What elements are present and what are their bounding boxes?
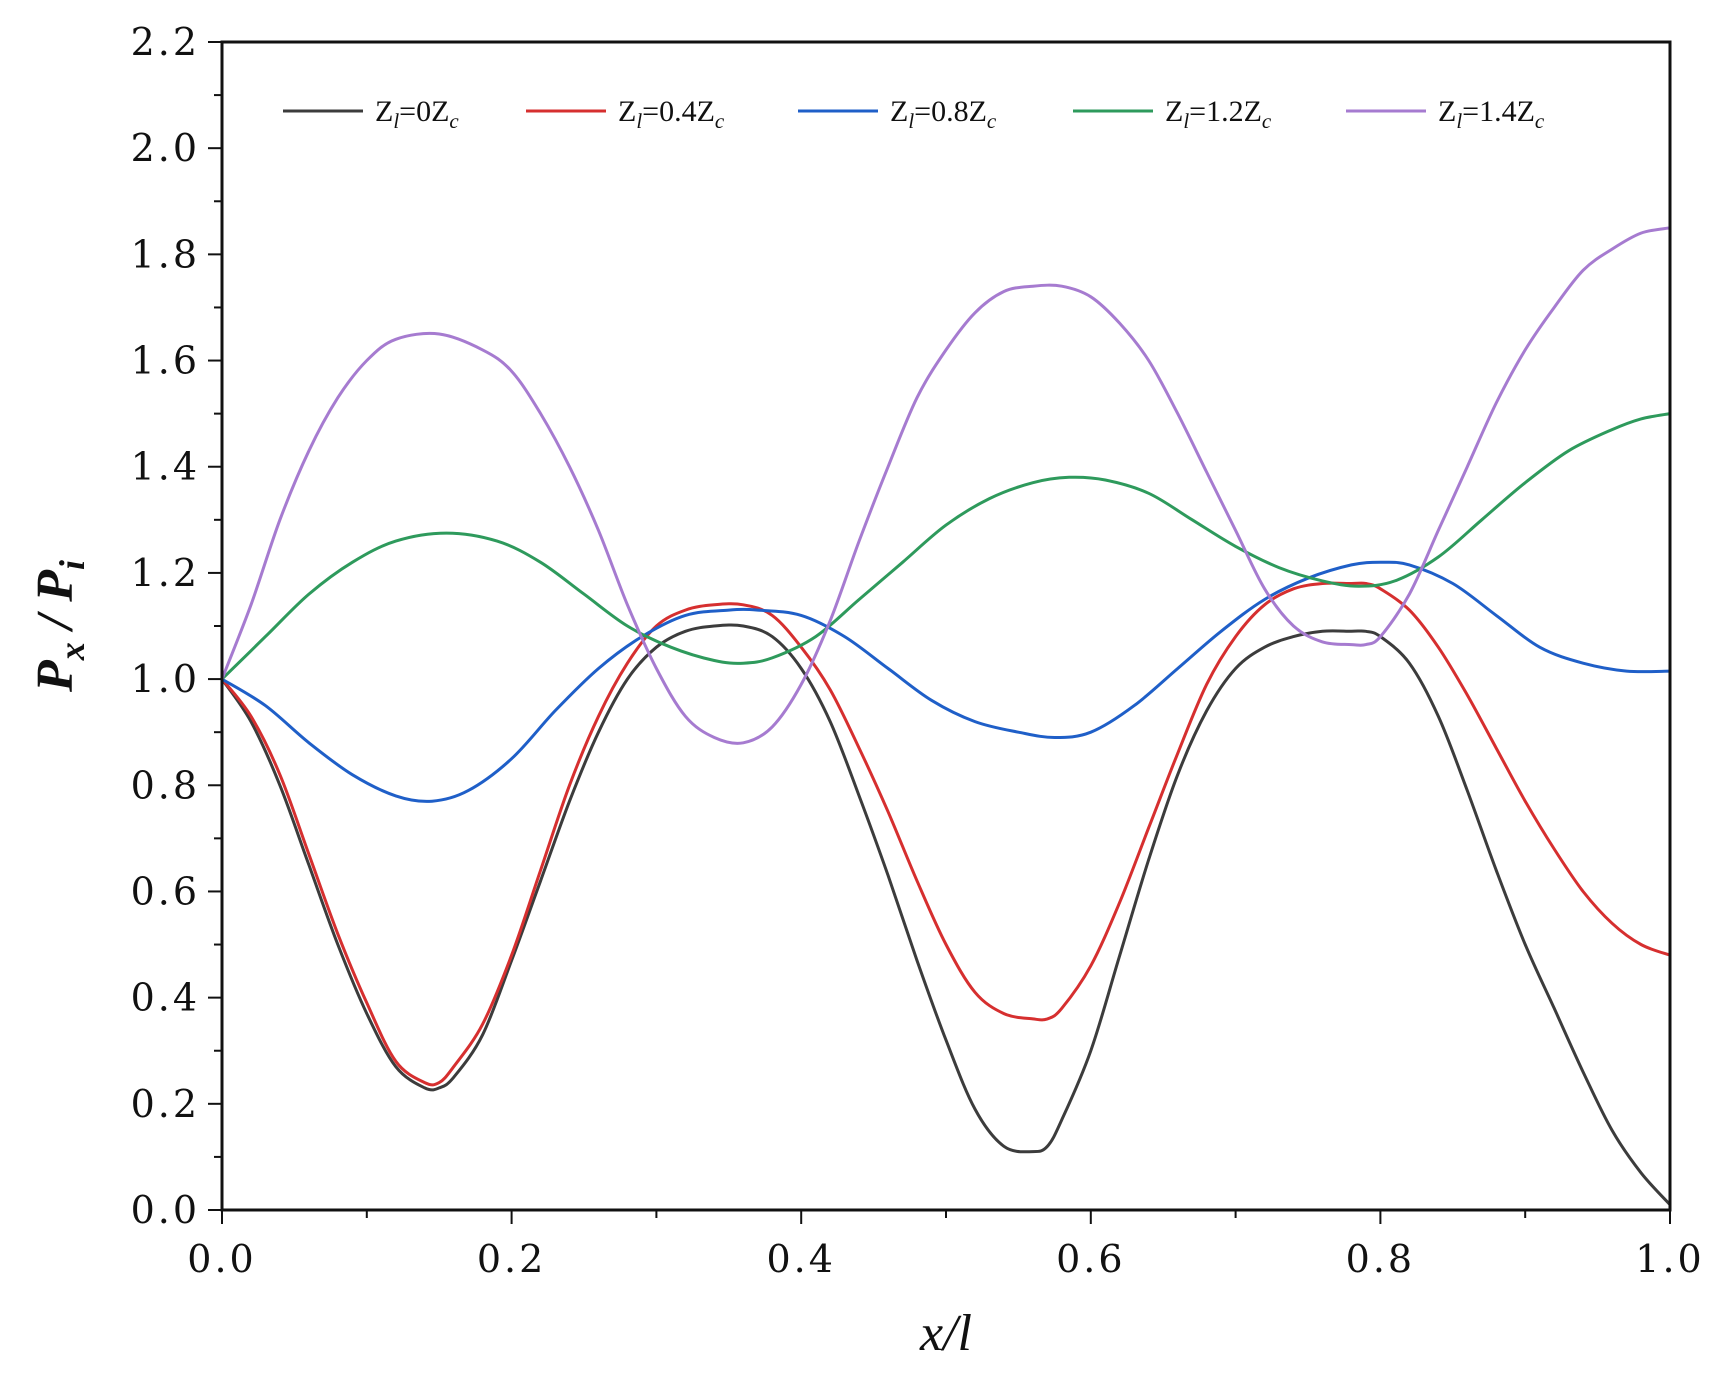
x-tick-label: 0.4 xyxy=(766,1237,835,1281)
y-axis-title-sep: / xyxy=(27,602,84,642)
legend: Zl=0Zc Zl=0.4Zc Zl=0.8Zc Zl=1.2Zc Zl=1.4Zc xyxy=(283,95,1545,133)
legend-item: Zl=0.8Zc xyxy=(798,95,997,133)
series-line-4 xyxy=(220,412,1671,681)
x-axis-title: x/l xyxy=(919,1305,972,1362)
series-line-2 xyxy=(220,581,1671,1087)
y-tick-label: 1.8 xyxy=(131,232,200,276)
y-tick-label: 1.2 xyxy=(131,551,200,595)
y-tick-label: 0.6 xyxy=(131,869,200,913)
y-tick-labels: 0.0 0.2 0.4 0.6 0.8 1.0 1.2 1.4 1.6 1.8 2.0 2.2 xyxy=(131,20,200,1232)
series-line-3 xyxy=(221,560,1671,803)
legend-label: Zl=1.4Zc xyxy=(1438,95,1545,133)
x-tick-labels: 0.0 0.2 0.4 0.6 0.8 1.0 xyxy=(187,1237,1704,1281)
legend-label: Zl=0Zc xyxy=(375,95,459,133)
x-tick-label: 1.0 xyxy=(1635,1237,1704,1281)
y-tick-label: 0.2 xyxy=(131,1082,200,1126)
y-axis-title-px: P xyxy=(27,659,84,693)
x-tick-marks xyxy=(221,1210,1671,1224)
y-axis-title-pi-sub: i xyxy=(52,560,92,570)
legend-item: Zl=1.4Zc xyxy=(1346,95,1545,133)
y-tick-label: 0.8 xyxy=(131,763,200,807)
y-tick-label: 0.0 xyxy=(131,1188,200,1232)
legend-label: Zl=1.2Zc xyxy=(1165,95,1272,133)
legend-item: Zl=1.2Zc xyxy=(1073,95,1272,133)
y-axis-title: Px / Pi xyxy=(27,560,92,693)
x-tick-label: 0.2 xyxy=(477,1237,546,1281)
y-tick-label: 2.0 xyxy=(131,126,200,170)
y-axis-title-px-sub: x xyxy=(52,642,92,661)
y-tick-label: 0.4 xyxy=(131,976,200,1020)
y-axis-title-pi: P xyxy=(27,569,84,603)
y-tick-label: 2.2 xyxy=(131,20,200,64)
x-tick-label: 0.6 xyxy=(1056,1237,1125,1281)
legend-label: Zl=0.8Zc xyxy=(890,95,997,133)
y-tick-marks xyxy=(208,41,222,1211)
y-tick-label: 1.4 xyxy=(131,445,200,489)
legend-label: Zl=0.4Zc xyxy=(618,95,725,133)
x-tick-label: 0.0 xyxy=(187,1237,256,1281)
series-line-5 xyxy=(220,226,1671,745)
legend-item: Zl=0.4Zc xyxy=(526,95,725,133)
x-tick-label: 0.8 xyxy=(1346,1237,1415,1281)
series-lines xyxy=(220,226,1672,1206)
y-tick-label: 1.0 xyxy=(131,657,200,701)
plot-frame xyxy=(220,40,1672,1212)
y-tick-label: 1.6 xyxy=(131,339,200,383)
series-line-1 xyxy=(220,623,1672,1206)
legend-item: Zl=0Zc xyxy=(283,95,459,133)
